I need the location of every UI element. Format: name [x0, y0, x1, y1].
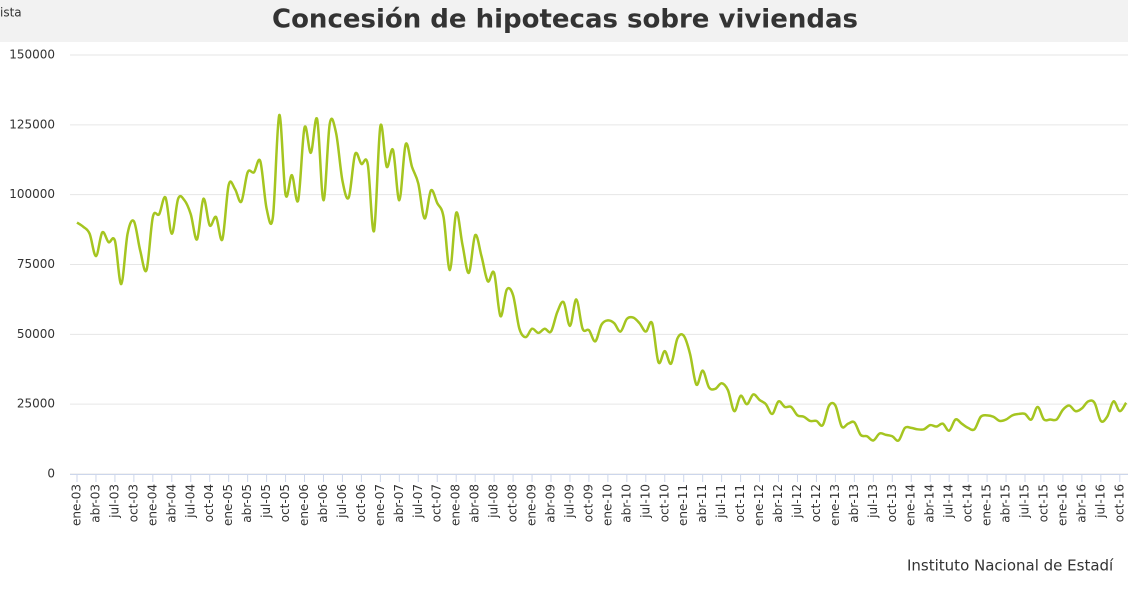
title-band: [0, 0, 1128, 42]
chart-title: Concesión de hipotecas sobre viviendas: [272, 5, 858, 35]
x-tick-label: jul-08: [487, 484, 501, 519]
x-tick-label: jul-16: [1093, 484, 1107, 519]
x-tick-label: oct-15: [1036, 484, 1050, 522]
x-tick-label: ene-12: [752, 484, 766, 526]
x-tick-label: oct-11: [733, 484, 747, 522]
x-tick-label: ene-08: [449, 484, 463, 526]
data-line: [76, 113, 1128, 442]
x-tick-label: jul-04: [183, 484, 197, 519]
x-tick-label: oct-12: [809, 484, 823, 522]
x-tick-label: ene-13: [828, 484, 842, 526]
y-tick-label: 0: [47, 467, 55, 481]
x-tick-label: abr-13: [847, 484, 861, 523]
x-tick-label: oct-09: [581, 484, 595, 522]
x-tick-label: oct-06: [354, 484, 368, 522]
x-tick-label: abr-08: [468, 484, 482, 523]
x-tick-label: abr-15: [999, 484, 1013, 523]
x-tick-label: abr-06: [316, 484, 330, 523]
x-tick-label: abr-05: [240, 484, 254, 523]
y-tick-label: 125000: [9, 117, 55, 131]
x-tick-label: ene-10: [600, 484, 614, 526]
x-tick-label: jul-06: [335, 484, 349, 519]
x-tick-label: oct-14: [961, 484, 975, 522]
x-tick-label: abr-03: [88, 484, 102, 523]
x-tick-label: jul-07: [411, 484, 425, 519]
x-tick-label: abr-11: [695, 484, 709, 523]
x-tick-label: oct-08: [506, 484, 520, 522]
x-tick-label: jul-05: [259, 484, 273, 519]
y-tick-label: 150000: [9, 48, 55, 62]
x-tick-label: abr-10: [619, 484, 633, 523]
x-tick-label: oct-16: [1112, 484, 1126, 522]
x-tick-label: oct-05: [278, 484, 292, 522]
x-tick-label: jul-11: [714, 484, 728, 519]
x-tick-label: jul-10: [638, 484, 652, 519]
y-tick-label: 75000: [17, 257, 55, 271]
x-tick-label: abr-16: [1074, 484, 1088, 523]
x-tick-label: oct-10: [657, 484, 671, 522]
x-tick-label: abr-04: [164, 484, 178, 523]
x-tick-label: jul-15: [1018, 484, 1032, 519]
x-tick-label: ene-15: [980, 484, 994, 526]
x-tick-label: jul-13: [866, 484, 880, 519]
x-tick-label: ene-06: [297, 484, 311, 526]
x-tick-label: jul-14: [942, 484, 956, 519]
x-tick-label: abr-14: [923, 484, 937, 523]
x-tick-label: oct-07: [430, 484, 444, 522]
source: Instituto Nacional de Estadí: [907, 557, 1114, 575]
x-tick-label: oct-13: [885, 484, 899, 522]
x-tick-label: ene-09: [525, 484, 539, 526]
x-tick-label: ene-14: [904, 484, 918, 526]
x-tick-label: ene-07: [373, 484, 387, 526]
x-tick-label: abr-09: [544, 484, 558, 523]
x-tick-label: jul-12: [790, 484, 804, 519]
y-tick-label: 25000: [17, 397, 55, 411]
x-tick-label: jul-09: [562, 484, 576, 519]
x-tick-label: ene-16: [1055, 484, 1069, 526]
x-tick-label: ene-03: [70, 484, 84, 526]
x-tick-label: ene-11: [676, 484, 690, 526]
y-tick-label: 100000: [9, 187, 55, 201]
x-tick-label: abr-12: [771, 484, 785, 523]
x-tick-label: abr-07: [392, 484, 406, 523]
y-tick-label: 50000: [17, 327, 55, 341]
x-tick-label: oct-03: [126, 484, 140, 522]
x-tick-label: ene-04: [145, 484, 159, 526]
x-tick-label: oct-04: [202, 484, 216, 522]
x-tick-label: jul-03: [107, 484, 121, 519]
corner-text: ista: [0, 6, 22, 20]
x-tick-label: ene-05: [221, 484, 235, 526]
